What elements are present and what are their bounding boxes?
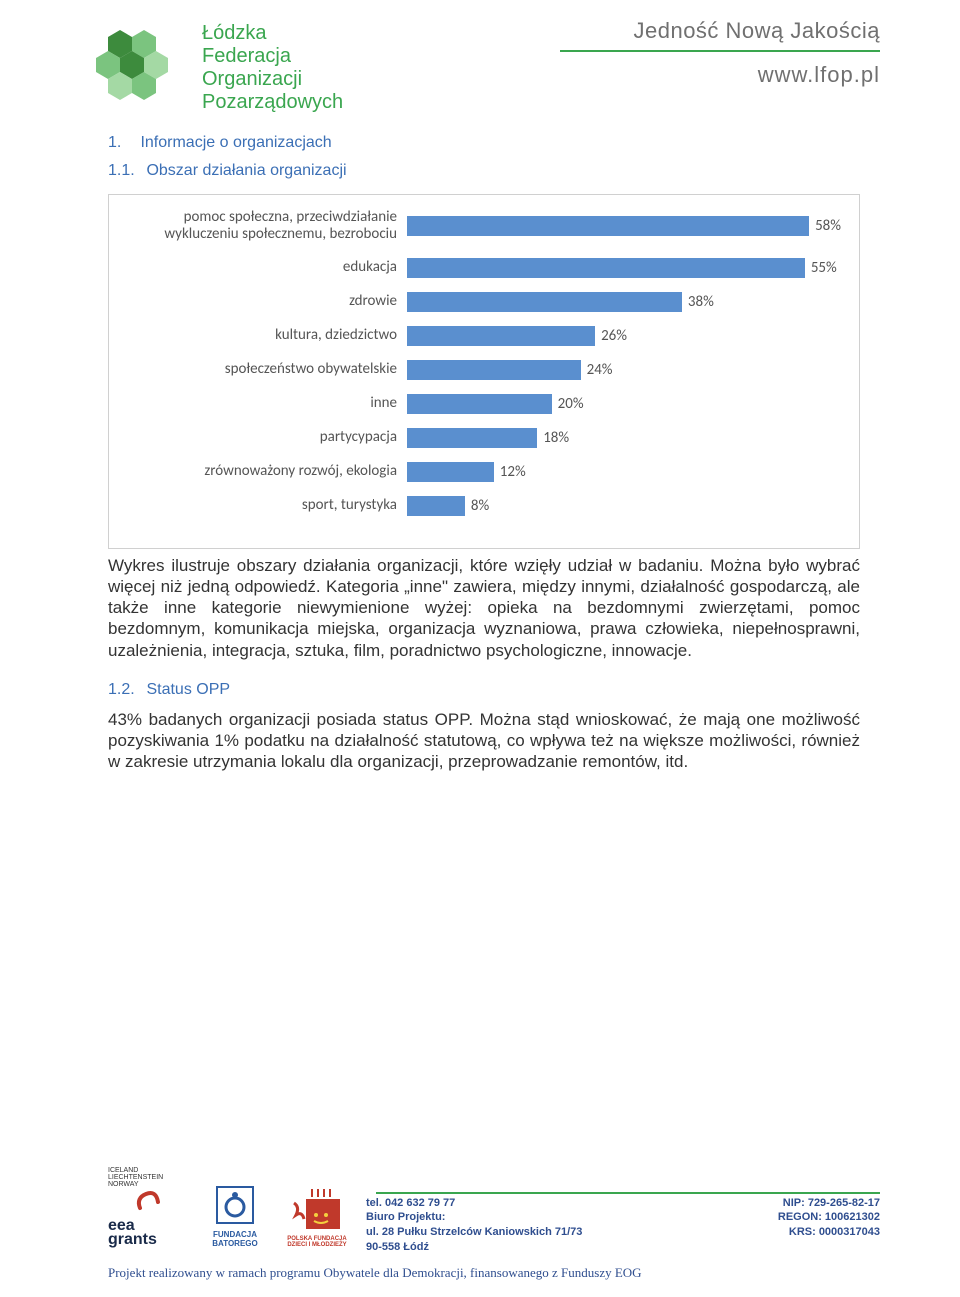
chart-bar [407,360,581,380]
chart-value: 24% [587,361,613,379]
footer-ids: NIP: 729-265-82-17 REGON: 100621302 KRS:… [778,1196,880,1255]
chart-row: zrównoważony rozwój, ekologia 12% [117,462,841,482]
section-title: Informacje o organizacjach [140,134,331,151]
chart-value: 26% [601,327,627,345]
chart-bar [407,394,552,414]
footer-contact: tel. 042 632 79 77 Biuro Projektu: ul. 2… [366,1196,582,1255]
chart-bar-area: 55% [407,258,841,278]
footer-logos: ICELAND LIECHTENSTEIN NORWAY eea grants … [108,1167,352,1248]
chart-bar-area: 18% [407,428,841,448]
footer-rule [376,1192,880,1194]
chart-bar-area: 8% [407,496,841,516]
chart-value: 8% [471,497,489,515]
logo-line: Łódzka [202,22,343,45]
eea-swirl-icon [134,1188,162,1216]
chart-bar-area: 12% [407,462,841,482]
chart-row: sport, turystyka 8% [117,496,841,516]
chart-value: 38% [688,293,714,311]
header-right: Jedność Nową Jakością www.lfop.pl [560,18,880,88]
footer-line: 90-558 Łódź [366,1240,582,1255]
fdm-text: POLSKA FUNDACJA DZIECI I MŁODZIEŻY [282,1236,352,1248]
chart-bar-area: 24% [407,360,841,380]
chart-row: inne 20% [117,394,841,414]
eea-grants-logo: ICELAND LIECHTENSTEIN NORWAY eea grants [108,1167,188,1248]
content-area: 1. Informacje o organizacjach 1.1. Obsza… [0,134,960,773]
chart-row: kultura, dziedzictwo 26% [117,326,841,346]
chart-label: edukacja [117,259,407,276]
chart-label: sport, turystyka [117,497,407,514]
chart-bar [407,496,465,516]
page-header: Łódzka Federacja Organizacji Pozarządowy… [0,0,960,126]
chart-value: 20% [558,395,584,413]
chart-label: partycypacja [117,429,407,446]
page-footer: ICELAND LIECHTENSTEIN NORWAY eea grants … [0,1167,960,1281]
chart-label: inne [117,395,407,412]
chart-label: zrównoważony rozwój, ekologia [117,463,407,480]
logo-text: Łódzka Federacja Organizacji Pozarządowy… [202,18,343,114]
chart-value: 55% [811,259,837,277]
section-num: 1.1. [108,162,142,180]
footer-tel: tel. 042 632 79 77 [366,1196,582,1211]
section-1-heading: 1. Informacje o organizacjach [108,134,860,152]
chart-label: społeczeństwo obywatelskie [117,361,407,378]
fdm-icon [292,1185,342,1233]
logo-block: Łódzka Federacja Organizacji Pozarządowy… [90,18,343,118]
footer-info: tel. 042 632 79 77 Biuro Projektu: ul. 2… [366,1196,880,1255]
footer-note: Projekt realizowany w ramach programu Ob… [108,1265,880,1281]
logo-line: Federacja [202,45,343,68]
batory-text: FUNDACJA BATOREGO [204,1230,266,1248]
chart-value: 18% [543,429,569,447]
chart-row: edukacja 55% [117,258,841,278]
chart-bar [407,428,537,448]
chart-row: pomoc społeczna, przeciwdziałanie wykluc… [117,209,841,244]
eea-countries: ICELAND LIECHTENSTEIN NORWAY [108,1167,188,1188]
tagline-underline [560,50,880,52]
batory-logo: FUNDACJA BATOREGO [204,1183,266,1248]
paragraph-1: Wykres ilustruje obszary działania organ… [108,555,860,661]
chart-bar [407,258,805,278]
chart-bar [407,326,595,346]
chart-label: pomoc społeczna, przeciwdziałanie wykluc… [117,209,407,244]
chart-bar [407,216,809,236]
hex-logo-icon [90,18,190,118]
logo-line: Organizacji [202,68,343,91]
section-num: 1.2. [108,681,142,699]
chart-value: 58% [815,217,841,235]
chart-row: partycypacja 18% [117,428,841,448]
chart-label: kultura, dziedzictwo [117,327,407,344]
tagline: Jedność Nową Jakością [560,18,880,44]
section-num: 1. [108,134,136,152]
section-title: Status OPP [146,681,230,698]
site-url: www.lfop.pl [560,62,880,88]
chart-row: społeczeństwo obywatelskie 24% [117,360,841,380]
footer-line: Biuro Projektu: [366,1210,582,1225]
section-1-1-heading: 1.1. Obszar działania organizacji [108,162,860,180]
chart-label: zdrowie [117,293,407,310]
batory-icon [213,1183,257,1227]
footer-nip: NIP: 729-265-82-17 [778,1196,880,1211]
chart-bar-area: 38% [407,292,841,312]
footer-krs: KRS: 0000317043 [778,1225,880,1240]
section-1-2-heading: 1.2. Status OPP [108,681,860,699]
chart-bar [407,462,494,482]
chart-value: 12% [500,463,526,481]
chart-bar-area: 26% [407,326,841,346]
logo-line: Pozarządowych [202,91,343,114]
footer-regon: REGON: 100621302 [778,1210,880,1225]
section-title: Obszar działania organizacji [146,162,346,179]
chart-bar-area: 20% [407,394,841,414]
fdm-logo: POLSKA FUNDACJA DZIECI I MŁODZIEŻY [282,1185,352,1248]
chart-row: zdrowie 38% [117,292,841,312]
eea-grants-text: eea grants [108,1219,188,1248]
chart-bar [407,292,682,312]
footer-line: ul. 28 Pułku Strzelców Kaniowskich 71/73 [366,1225,582,1240]
activity-chart: pomoc społeczna, przeciwdziałanie wykluc… [108,194,860,549]
paragraph-2: 43% badanych organizacji posiada status … [108,709,860,773]
chart-bar-area: 58% [407,216,841,236]
